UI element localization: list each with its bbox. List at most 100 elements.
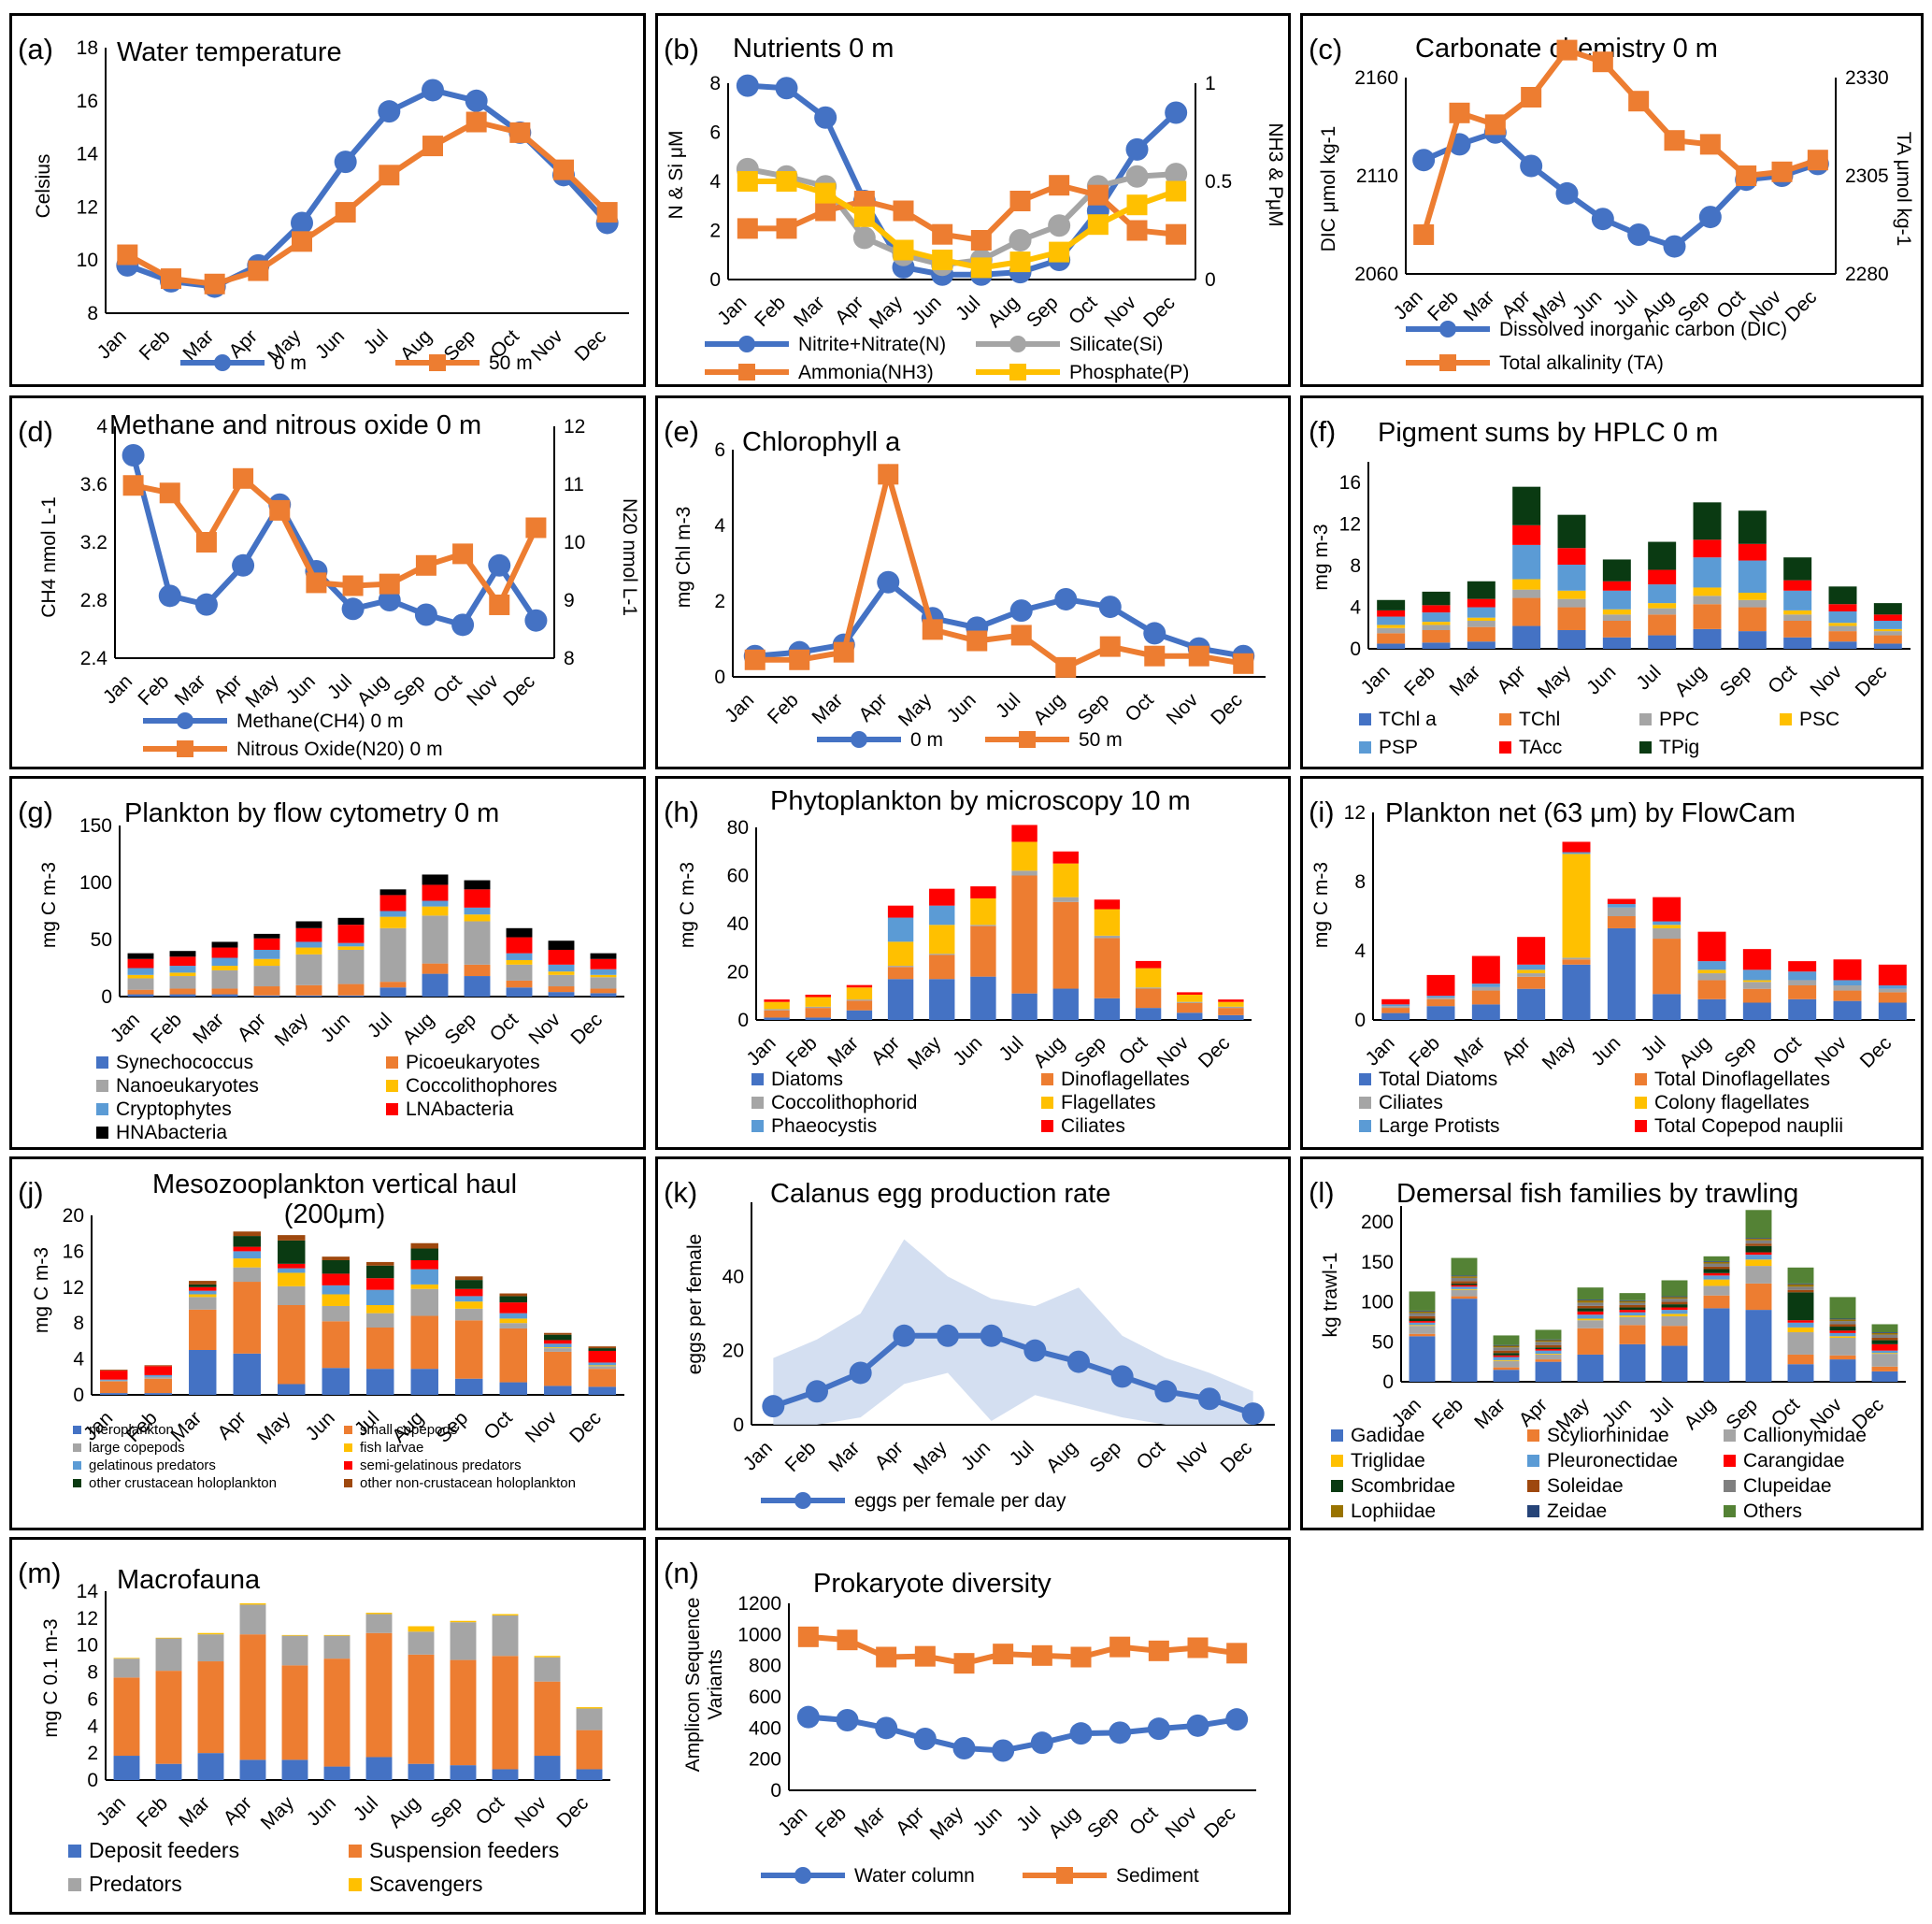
x-tick-label: Aug (1029, 1032, 1069, 1072)
legend-swatch (1359, 1073, 1371, 1085)
data-point (852, 226, 876, 250)
x-tick-label: Mar (175, 1792, 214, 1831)
legend-swatch (1527, 1455, 1539, 1467)
panel-h: (h) Phytoplankton by microscopy 10 m mg … (655, 776, 1291, 1150)
bar-segment (1871, 1338, 1898, 1341)
bar-segment (1745, 1243, 1772, 1246)
bar-segment (1703, 1285, 1730, 1296)
chart-title: Demersal fish families by trawling (1396, 1179, 1798, 1209)
data-point (932, 250, 953, 270)
bar-segment (970, 897, 996, 926)
data-point (1154, 1380, 1178, 1403)
bar-segment (929, 954, 955, 955)
x-tick-label: Oct (479, 1407, 516, 1443)
bar-segment (576, 1730, 603, 1770)
bar-segment (379, 927, 407, 983)
bar-segment (1377, 627, 1406, 634)
data-point (269, 499, 291, 521)
data-point (1592, 51, 1613, 73)
bar-segment (499, 1323, 527, 1328)
bar-segment (239, 1604, 266, 1635)
x-tick-label: May (909, 1437, 952, 1479)
data-point (1628, 91, 1650, 112)
y-tick-label: 12 (63, 1277, 84, 1299)
bar-segment (846, 1010, 873, 1020)
bar-segment (1871, 1324, 1898, 1333)
bar-segment (1661, 1280, 1688, 1297)
bar-segment (1788, 961, 1817, 972)
data-point (524, 609, 548, 632)
bar-segment (1535, 1354, 1562, 1360)
bar-segment (1703, 1272, 1730, 1276)
data-point (292, 231, 312, 252)
x-tick-label: Sep (440, 1009, 480, 1049)
x-tick-label: Jun (968, 1802, 1006, 1840)
bar-segment (1517, 964, 1546, 970)
legend-label: Picoeukaryotes (406, 1052, 540, 1073)
x-tick-label: Mar (171, 670, 210, 710)
bar-segment (1745, 1239, 1772, 1241)
data-point (1023, 1339, 1047, 1362)
x-tick-label: Feb (1428, 1394, 1467, 1433)
legend-label: Callionymidae (1743, 1425, 1867, 1446)
bar-segment (1653, 927, 1682, 940)
x-tick-label: Jul (364, 1009, 396, 1041)
bar-segment (455, 1280, 483, 1289)
data-point (775, 77, 798, 100)
bar-segment (1829, 1324, 1856, 1328)
bar-segment (322, 1256, 350, 1260)
legend-marker (177, 712, 193, 729)
x-tick-label: May (1534, 661, 1576, 703)
data-point (833, 641, 854, 663)
bar-segment (450, 1620, 477, 1623)
bar-segment (233, 1236, 261, 1247)
panel-letter: (j) (18, 1176, 44, 1209)
y-axis-label: mg C m-3 (38, 862, 60, 948)
bar-segment (233, 1353, 261, 1395)
bar-segment (1878, 992, 1907, 1003)
bar-segment (846, 1000, 873, 1011)
bar-segment (211, 947, 238, 958)
bar-segment (1493, 1370, 1520, 1382)
x-tick-label: Mar (1470, 1394, 1510, 1433)
x-tick-label: Dec (552, 1792, 593, 1832)
confidence-band (773, 1239, 1253, 1425)
x-tick-label: Sep (1083, 1802, 1123, 1843)
legend-swatch (386, 1056, 398, 1069)
x-tick-label: Aug (1680, 1394, 1720, 1434)
bar-segment (422, 963, 449, 974)
bar-segment (1878, 1002, 1907, 1020)
legend-label: Dissolved inorganic carbon (DIC) (1499, 319, 1787, 340)
data-point (744, 649, 766, 670)
bar-segment (337, 942, 365, 947)
bar-segment (1829, 1355, 1856, 1360)
bar-segment (233, 1251, 261, 1259)
legend-label: TPig (1659, 737, 1699, 758)
data-point (1069, 1722, 1093, 1745)
legend-label: large copepods (89, 1440, 185, 1456)
bar-segment (1742, 988, 1771, 1003)
y-tick-label: 1000 (737, 1624, 781, 1645)
y-tick-label: 2 (714, 591, 725, 612)
x-tick-label: May (904, 1032, 946, 1074)
legend-swatch (1724, 1429, 1736, 1442)
data-point (1591, 208, 1614, 231)
data-point (1109, 1636, 1131, 1658)
bar-segment (155, 1638, 182, 1672)
data-point (1771, 161, 1793, 182)
bar-segment (1135, 987, 1162, 989)
x-tick-label: Dec (499, 670, 539, 711)
bar-segment (1602, 559, 1631, 582)
legend-label: Dinoflagellates (1061, 1069, 1190, 1090)
bar-segment (1451, 1288, 1478, 1290)
x-tick-label: May (241, 670, 283, 712)
bar-segment (1738, 593, 1767, 600)
chart-title: Prokaryote diversity (813, 1569, 1052, 1599)
bar-segment (322, 1294, 350, 1306)
y2-tick-label: 9 (564, 590, 575, 611)
bar-segment (1828, 623, 1857, 626)
bar-segment (846, 999, 873, 1001)
bar-segment (1094, 909, 1121, 936)
bar-segment (492, 1656, 519, 1770)
data-point (379, 165, 400, 186)
